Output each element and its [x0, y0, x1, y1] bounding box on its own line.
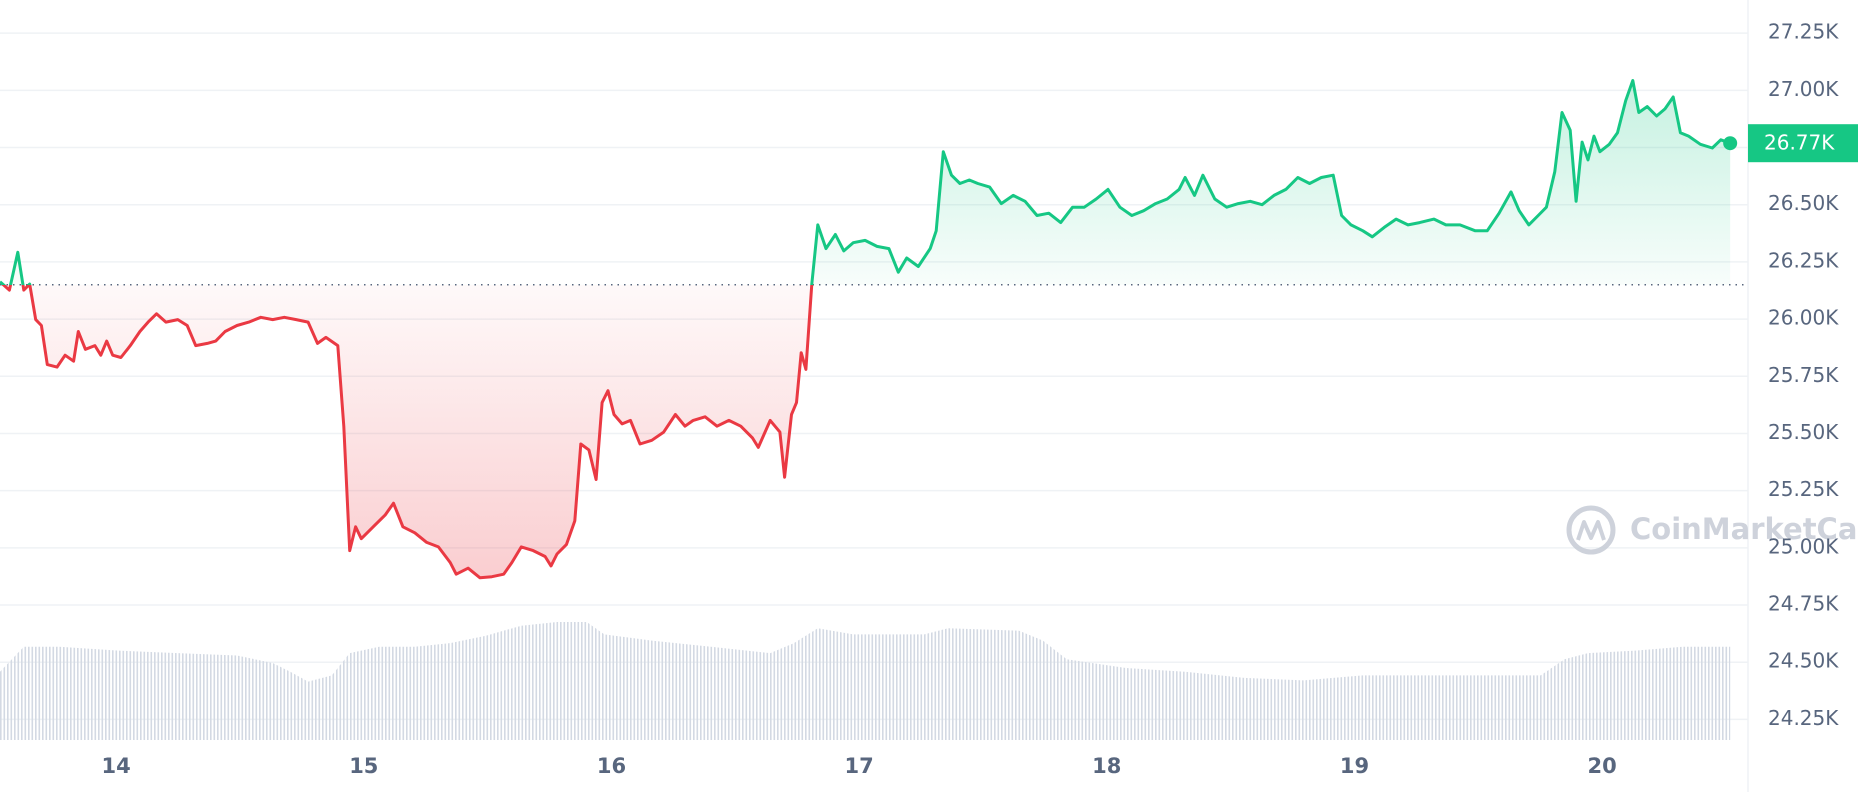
y-tick-label: 26.50K — [1768, 191, 1839, 215]
watermark-logo — [1566, 505, 1616, 555]
y-tick-label: 26.00K — [1768, 306, 1839, 330]
x-tick-label: 20 — [1588, 754, 1617, 778]
y-tick-label: 25.00K — [1768, 534, 1839, 558]
last-value-tag — [1748, 124, 1858, 163]
y-tick-label: 24.25K — [1768, 706, 1839, 730]
y-tick-label: 25.75K — [1768, 363, 1839, 387]
x-tick-label: 19 — [1340, 754, 1369, 778]
last-point — [1723, 136, 1738, 151]
x-tick-label: 16 — [597, 754, 626, 778]
watermark-logo-mark — [1576, 520, 1606, 541]
y-tick-label: 27.25K — [1768, 20, 1839, 44]
volume-area — [0, 622, 1731, 740]
x-tick-label: 18 — [1092, 754, 1121, 778]
y-tick-label: 25.50K — [1768, 420, 1839, 444]
watermark-text: CoinMarketCap — [1630, 512, 1858, 546]
y-tick-label: 26.25K — [1768, 248, 1839, 272]
x-tick-label: 14 — [102, 754, 131, 778]
watermark: CoinMarketCap — [1566, 505, 1858, 555]
price-area — [0, 80, 1731, 578]
x-tick-label: 17 — [845, 754, 874, 778]
y-tick-label: 24.50K — [1768, 649, 1839, 673]
y-tick-label: 25.25K — [1768, 477, 1839, 501]
y-tick-label: 24.75K — [1768, 592, 1839, 616]
last-value-label: 26.77K — [1764, 131, 1835, 155]
y-tick-label: 27.00K — [1768, 77, 1839, 101]
x-tick-label: 15 — [349, 754, 378, 778]
price-line — [0, 79, 1731, 580]
